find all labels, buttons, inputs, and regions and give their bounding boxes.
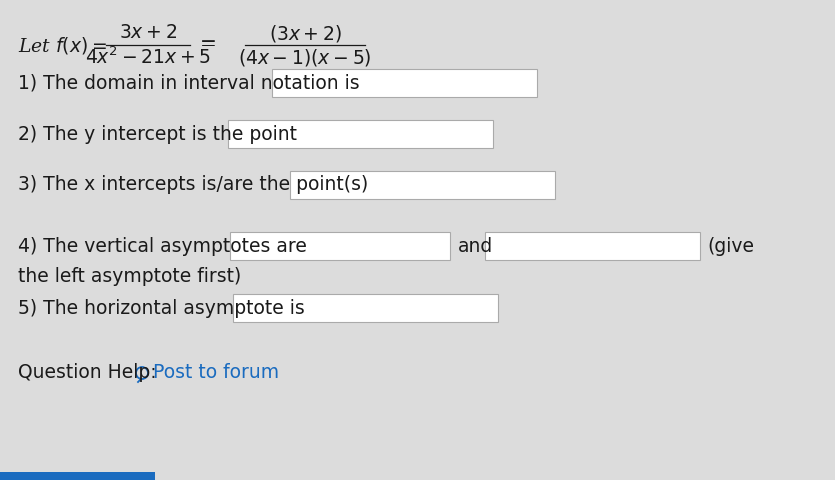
Text: =: = [200, 36, 216, 55]
Text: Post to forum: Post to forum [153, 363, 279, 383]
FancyBboxPatch shape [233, 294, 498, 322]
Text: and: and [458, 237, 493, 255]
Text: 2) The y intercept is the point: 2) The y intercept is the point [18, 124, 297, 144]
Text: the left asymptote first): the left asymptote first) [18, 266, 241, 286]
Text: 5) The horizontal asymptote is: 5) The horizontal asymptote is [18, 299, 305, 317]
Text: 3) The x intercepts is/are the point(s): 3) The x intercepts is/are the point(s) [18, 176, 368, 194]
Text: $(3x+2)$: $(3x+2)$ [269, 23, 342, 44]
Text: 1) The domain in interval notation is: 1) The domain in interval notation is [18, 73, 360, 93]
Text: Let $f(x)=$: Let $f(x)=$ [18, 35, 107, 56]
FancyBboxPatch shape [230, 232, 450, 260]
FancyBboxPatch shape [272, 69, 537, 97]
FancyBboxPatch shape [228, 120, 493, 148]
FancyBboxPatch shape [485, 232, 700, 260]
Text: $(4x-1)(x-5)$: $(4x-1)(x-5)$ [238, 47, 372, 68]
Text: $4x^2-21x+5$: $4x^2-21x+5$ [85, 46, 211, 68]
Text: $3x+2$: $3x+2$ [119, 24, 177, 42]
Text: Question Help:: Question Help: [18, 363, 157, 383]
Text: 4) The vertical asymptotes are: 4) The vertical asymptotes are [18, 237, 307, 255]
Text: (give: (give [707, 237, 754, 255]
FancyBboxPatch shape [0, 472, 155, 480]
FancyBboxPatch shape [290, 171, 555, 199]
